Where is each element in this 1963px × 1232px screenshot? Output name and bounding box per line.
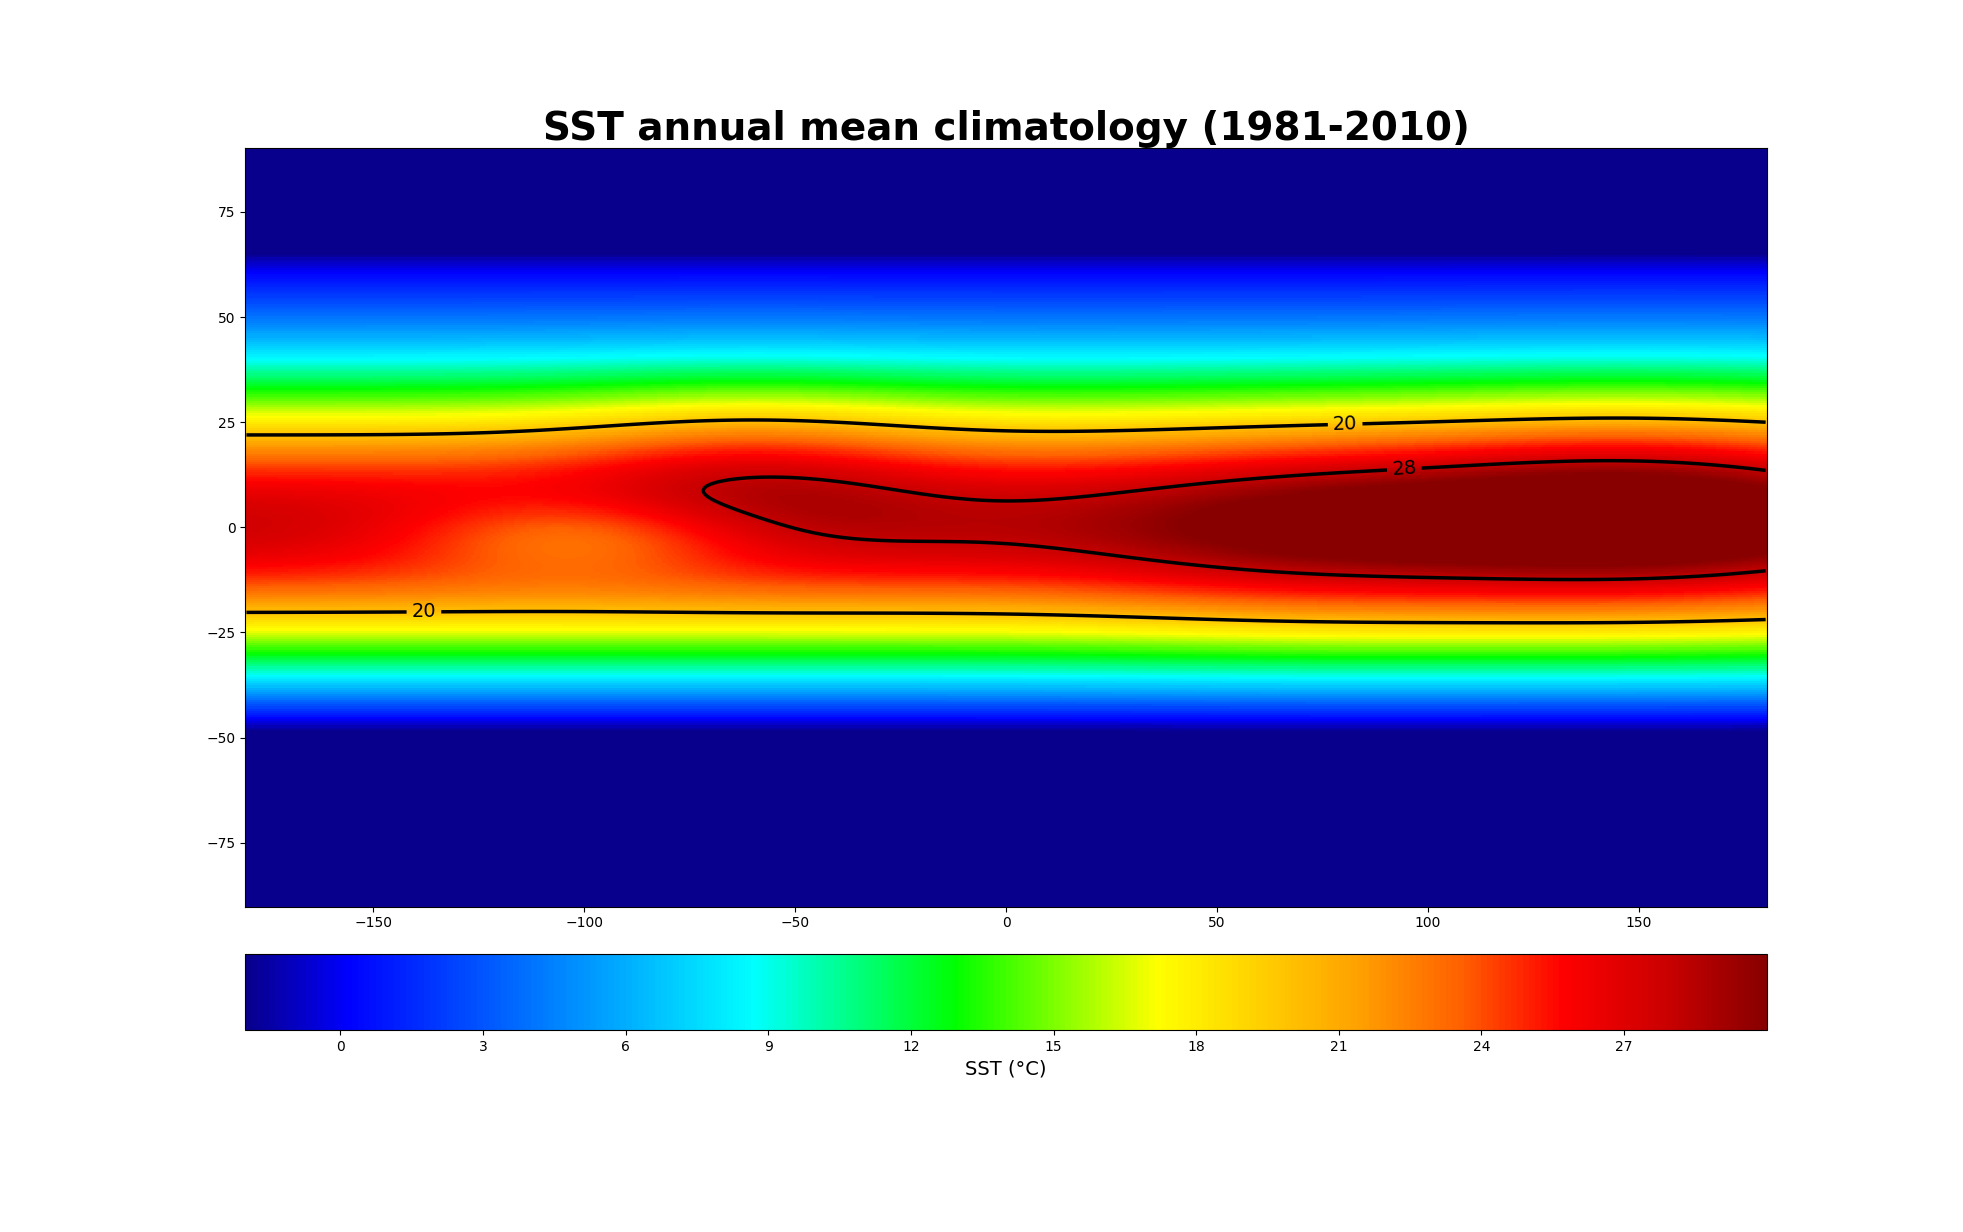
Text: 28: 28: [1392, 458, 1417, 479]
Text: 20: 20: [412, 602, 436, 621]
X-axis label: SST (°C): SST (°C): [966, 1060, 1046, 1078]
Title: SST annual mean climatology (1981-2010): SST annual mean climatology (1981-2010): [542, 110, 1470, 148]
Text: 20: 20: [1333, 414, 1358, 434]
